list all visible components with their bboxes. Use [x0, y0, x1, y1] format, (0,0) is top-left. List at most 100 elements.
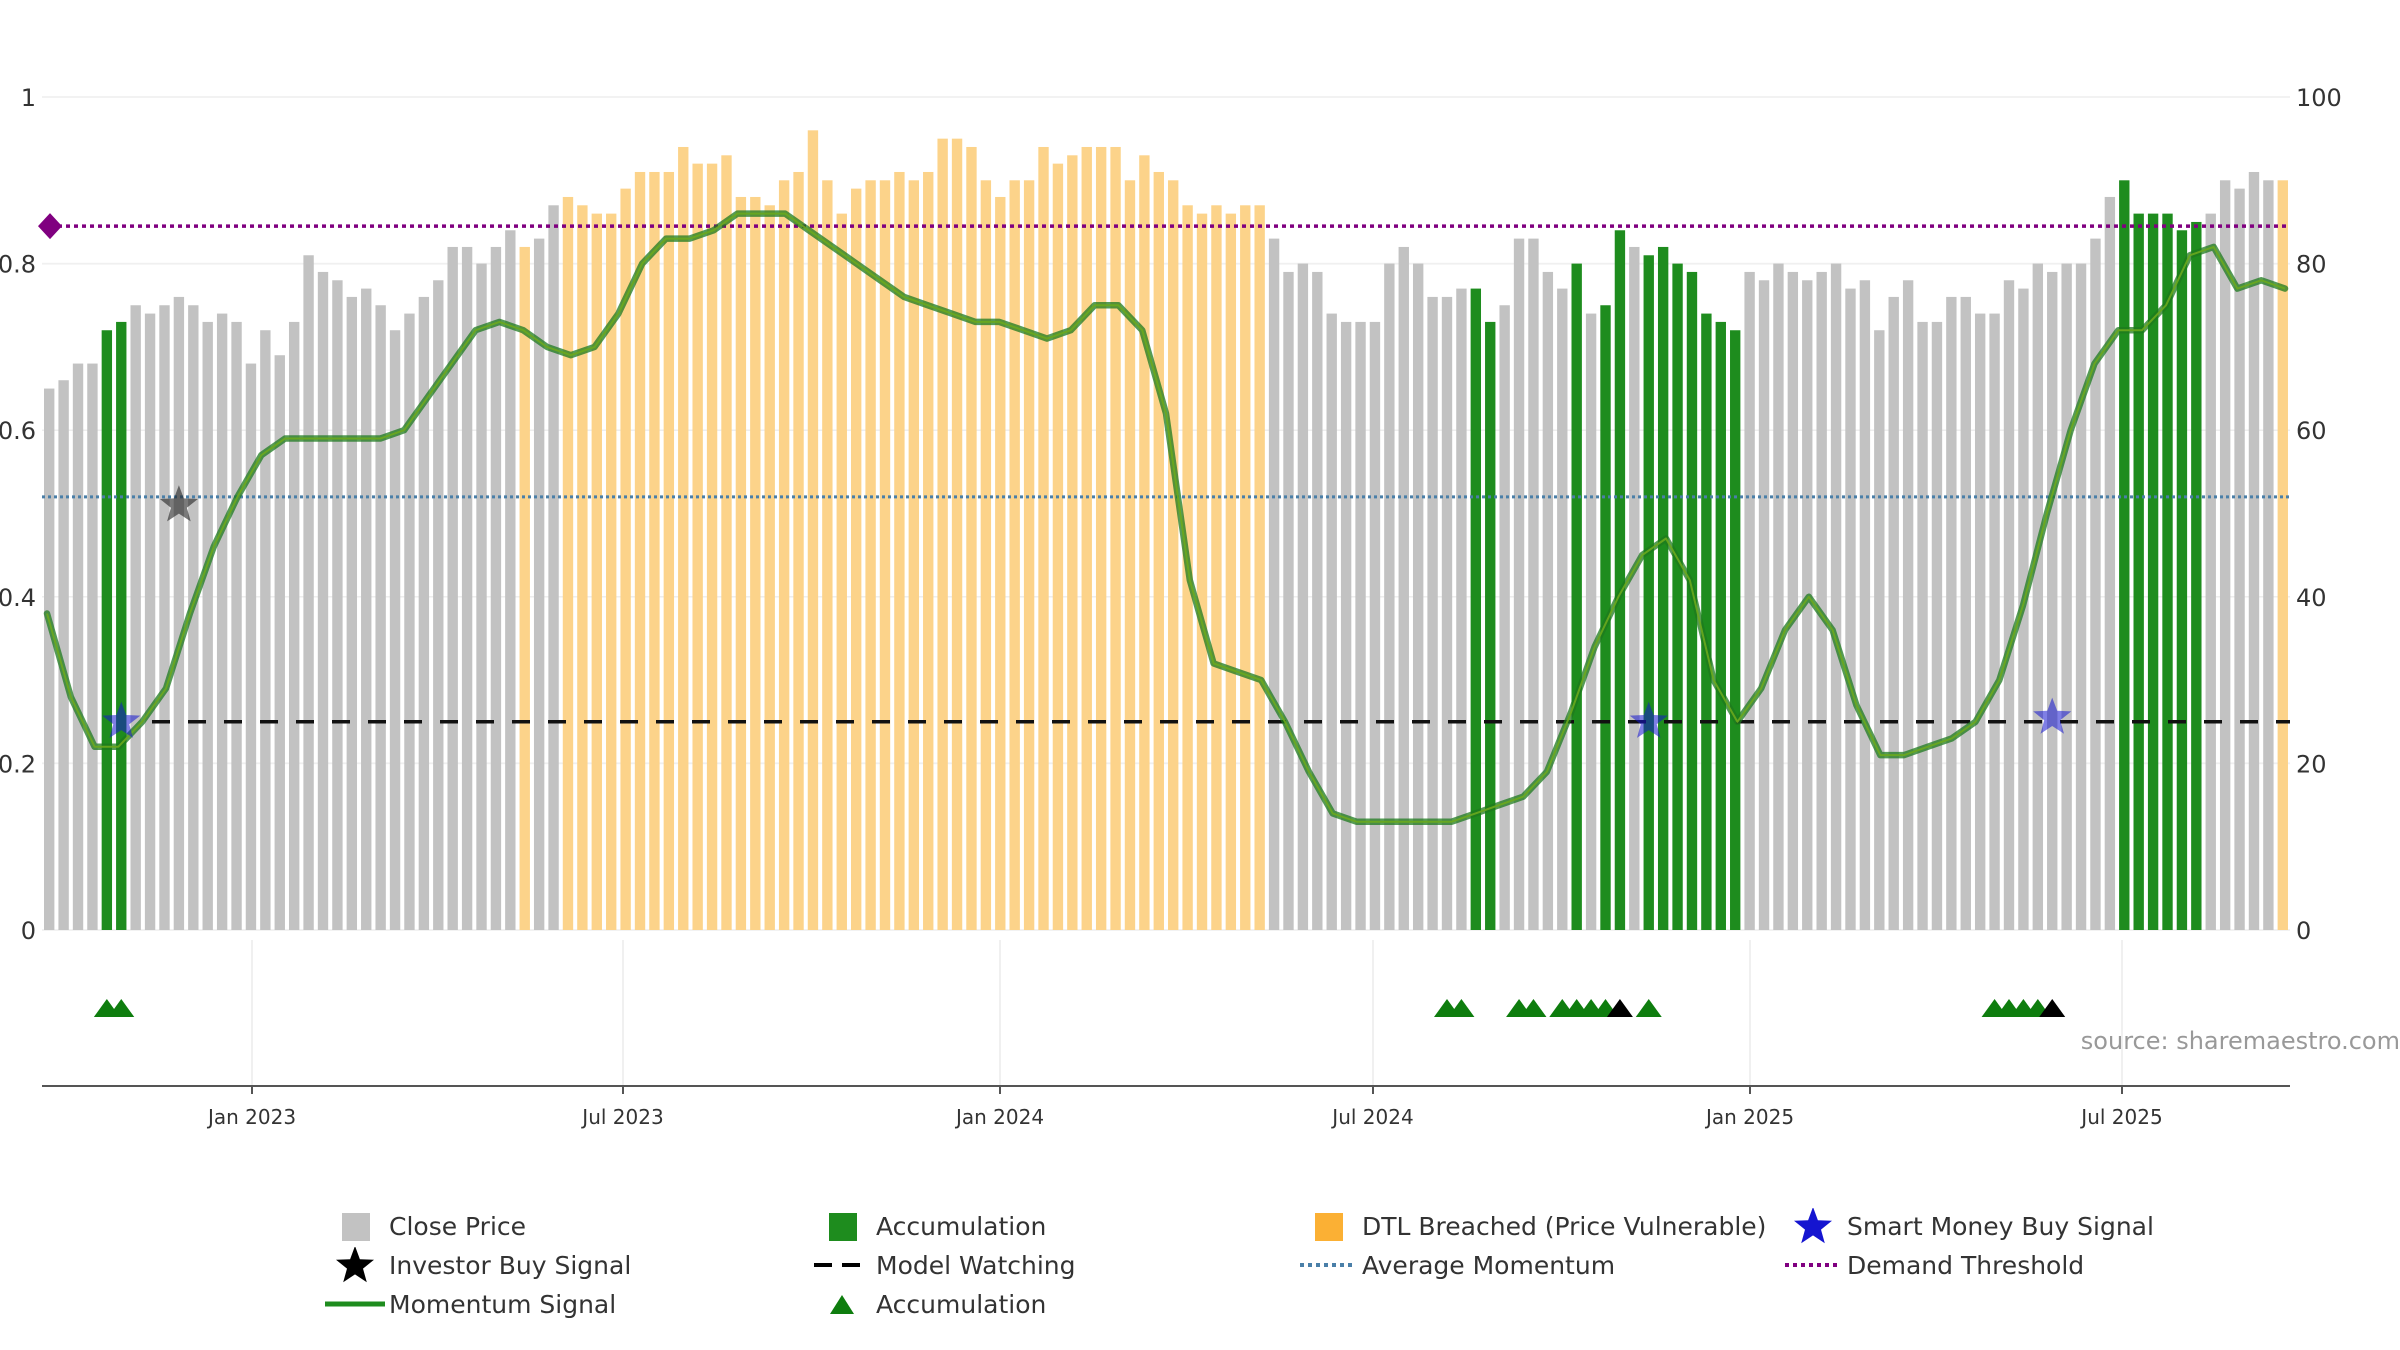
close-price-bar	[216, 313, 228, 931]
legend-label: Close Price	[389, 1211, 527, 1241]
legend-star-icon	[1783, 1208, 1843, 1244]
close-price-bar	[274, 355, 285, 931]
dtl-breached-bar	[678, 146, 689, 931]
reference-lines	[38, 213, 2290, 724]
dtl-breached-bar	[1168, 180, 1179, 931]
smart-money-buy-signal	[102, 701, 141, 738]
accumulation-bar	[1701, 313, 1712, 931]
close-price-bar	[2104, 196, 2116, 930]
smart-money-buy-signal	[1629, 701, 1668, 738]
close-price-bar	[2061, 263, 2072, 931]
legend-item: Average Momentum	[1298, 1247, 1615, 1283]
x-axis-tick-label: Jul 2024	[1330, 1105, 1413, 1129]
close-price-bar	[1585, 313, 1597, 931]
right-axis-tick: 60	[2296, 417, 2327, 445]
legend-label: Accumulation	[876, 1289, 1047, 1319]
close-price-bar	[346, 296, 358, 930]
grid	[42, 96, 2290, 1086]
close-price-bar	[361, 288, 372, 931]
close-price-bar	[303, 255, 314, 930]
dtl-breached-bar	[980, 180, 992, 931]
close-price-bar	[1859, 280, 1871, 930]
dtl-breached-bar	[1067, 155, 1078, 930]
accumulation-marker	[1448, 999, 1475, 1017]
accumulation-bar	[2176, 230, 2188, 930]
dtl-breached-bar	[1081, 146, 1092, 931]
dtl-breached-bar	[620, 188, 631, 930]
legend-dash-icon	[812, 1247, 872, 1283]
dtl-breached-bar	[663, 171, 675, 931]
dtl-breached-bar	[606, 213, 617, 930]
accumulation-bar	[2119, 180, 2130, 931]
close-price-bar	[548, 205, 559, 931]
legend: Close Price Accumulation DTL Breached (Pri…	[0, 1208, 2400, 1338]
dtl-breached-bar	[519, 246, 530, 930]
close-price-bar	[1917, 321, 1928, 930]
close-price-bar	[418, 296, 430, 930]
left-axis-tick: 0.2	[0, 750, 36, 778]
legend-line-icon	[325, 1286, 385, 1322]
dtl-breached-bar	[865, 180, 876, 931]
dtl-breached-bar	[577, 205, 588, 931]
dtl-breached-bar	[879, 180, 891, 931]
close-price-bar	[1528, 238, 1539, 931]
close-price-bar	[433, 280, 444, 930]
dtl-breached-bar	[894, 171, 905, 931]
dtl-breached-bar	[1110, 146, 1121, 931]
close-price-bar	[173, 296, 185, 930]
dtl-breached-bar	[822, 180, 833, 931]
accumulation-bar	[1485, 321, 1496, 930]
close-price-bar	[1268, 238, 1280, 931]
close-price-bar	[2219, 180, 2231, 931]
right-axis-tick: 80	[2296, 251, 2327, 279]
dtl-breached-bar	[706, 163, 718, 930]
close-price-bar	[58, 380, 69, 931]
legend-label: Smart Money Buy Signal	[1847, 1211, 2154, 1241]
legend-star-icon	[325, 1247, 385, 1283]
close-price-bar	[2205, 213, 2216, 930]
close-price-bar	[1830, 263, 1842, 931]
dtl-breached-bar	[634, 171, 646, 931]
left-axis-tick: 0	[21, 917, 36, 945]
close-price-bar	[1960, 296, 1971, 930]
dtl-breached-bar	[1153, 171, 1164, 931]
close-price-bar	[1758, 280, 1770, 930]
dtl-breached-bar	[721, 155, 732, 930]
dtl-breached-bar	[1211, 205, 1222, 931]
legend-item: Momentum Signal	[325, 1286, 616, 1322]
close-price-bar	[1441, 296, 1453, 930]
legend-dot-icon	[1783, 1247, 1843, 1283]
dtl-breached-bar	[908, 180, 920, 931]
close-price-bar	[461, 246, 473, 930]
investor-marker	[1606, 999, 1633, 1017]
left-axis: 0 0.2 0.4 0.6 0.8 1	[0, 84, 36, 945]
dtl-breached-bar	[764, 205, 775, 931]
close-price-bar	[144, 313, 156, 931]
dtl-breached-bar	[937, 138, 948, 930]
left-axis-tick: 0.4	[0, 584, 36, 612]
accumulation-bar	[2191, 221, 2202, 930]
right-axis: 0 20 40 60 80 100	[2296, 84, 2342, 945]
dtl-breached-bar	[735, 196, 747, 930]
close-price-bar	[1902, 280, 1914, 930]
close-price-bar	[1744, 271, 1755, 930]
accumulation-bar	[2147, 213, 2159, 930]
left-axis-tick: 0.6	[0, 417, 36, 445]
close-price-bar	[490, 246, 502, 930]
bars	[44, 130, 2288, 931]
x-axis-tick-label: Jan 2023	[206, 1105, 296, 1129]
accumulation-bar	[1571, 263, 1582, 931]
legend-label: Average Momentum	[1362, 1250, 1616, 1280]
close-price-bar	[1499, 305, 1510, 930]
x-axis: Jan 2023 Jul 2023 Jan 2024 Jul 2024 Jan 2025…	[42, 1085, 2290, 1129]
dtl-breached-bar	[1095, 146, 1107, 931]
close-price-bar	[1312, 271, 1323, 930]
accumulation-marker	[108, 999, 135, 1017]
legend-dot-icon	[1298, 1247, 1358, 1283]
momentum-signal-highlight	[46, 212, 2286, 823]
dtl-breached-bar	[1254, 205, 1265, 931]
legend-item: Model Watching	[812, 1247, 1076, 1283]
dtl-breached-bar	[1225, 213, 1237, 930]
right-axis-tick: 100	[2296, 84, 2342, 112]
legend-item: Smart Money Buy Signal	[1783, 1208, 2154, 1244]
